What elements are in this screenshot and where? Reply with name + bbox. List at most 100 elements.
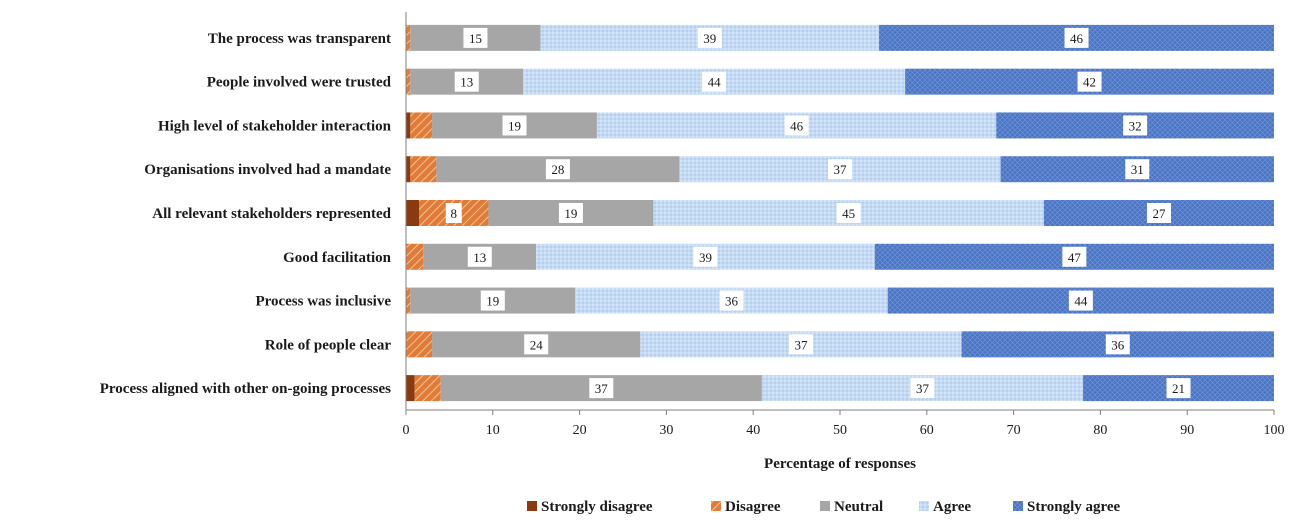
data-label-background bbox=[702, 71, 727, 92]
data-label-background bbox=[910, 378, 935, 399]
x-tick-label: 0 bbox=[403, 423, 410, 438]
data-label: 39 bbox=[699, 250, 712, 265]
bar-segment-strongly-disagree bbox=[406, 112, 411, 139]
data-label-background bbox=[480, 290, 505, 311]
bar-segment-disagree bbox=[406, 68, 411, 95]
category-label: Organisations involved had a mandate bbox=[144, 162, 391, 178]
legend-swatch bbox=[1013, 501, 1023, 511]
category-label: Process was inclusive bbox=[255, 294, 391, 310]
data-label: 19 bbox=[486, 294, 499, 309]
data-label: 15 bbox=[469, 31, 482, 46]
x-axis-title: Percentage of responses bbox=[764, 456, 916, 472]
data-label-background bbox=[558, 203, 583, 223]
data-label-background bbox=[1064, 27, 1089, 48]
data-label-background bbox=[524, 334, 549, 355]
x-tick-label: 90 bbox=[1180, 423, 1194, 438]
data-label: 36 bbox=[725, 294, 739, 309]
data-label-background bbox=[545, 159, 570, 180]
category-label: The process was transparent bbox=[208, 31, 391, 47]
data-label-background bbox=[784, 115, 809, 136]
data-label-background bbox=[454, 71, 479, 92]
category-label: People involved were trusted bbox=[207, 75, 392, 91]
data-label: 31 bbox=[1131, 162, 1144, 177]
x-tick-label: 20 bbox=[573, 423, 587, 438]
data-label-background bbox=[502, 115, 527, 136]
data-label: 45 bbox=[842, 206, 855, 221]
bar-segment-disagree bbox=[410, 156, 437, 183]
data-label-background bbox=[697, 27, 722, 48]
x-tick-label: 40 bbox=[746, 423, 760, 438]
x-tick-label: 50 bbox=[833, 423, 847, 438]
category-label: All relevant stakeholders represented bbox=[152, 206, 391, 222]
x-tick-label: 100 bbox=[1264, 423, 1285, 438]
data-label-background bbox=[1068, 290, 1093, 311]
data-label-background bbox=[1062, 246, 1087, 267]
data-label: 24 bbox=[530, 337, 544, 352]
legend-label: Strongly agree bbox=[1027, 499, 1121, 515]
legend-label: Neutral bbox=[834, 499, 883, 515]
category-label: Process aligned with other on-going proc… bbox=[100, 381, 391, 397]
data-label: 42 bbox=[1083, 75, 1096, 90]
data-label: 39 bbox=[703, 31, 716, 46]
axes: The process was transparent People involv… bbox=[100, 12, 1285, 438]
data-label-background bbox=[788, 334, 813, 355]
x-tick-label: 80 bbox=[1093, 423, 1107, 438]
data-label: 37 bbox=[595, 381, 609, 396]
x-tick-label: 60 bbox=[920, 423, 934, 438]
bar-segment-strongly-disagree bbox=[406, 156, 411, 183]
legend-swatch bbox=[711, 501, 721, 511]
bar-segment-strongly-disagree bbox=[406, 200, 420, 226]
category-label: Role of people clear bbox=[265, 337, 392, 353]
data-label-background bbox=[1123, 115, 1148, 136]
data-label-background bbox=[1105, 334, 1130, 355]
bar-segment-disagree bbox=[406, 331, 433, 358]
data-label: 21 bbox=[1172, 381, 1185, 396]
data-label-background bbox=[1077, 71, 1102, 92]
legend: Strongly disagree Disagree Neutral Agree Str… bbox=[527, 499, 1121, 515]
data-label: 47 bbox=[1068, 250, 1082, 265]
bar-segment-disagree bbox=[406, 24, 411, 51]
data-label-background bbox=[1166, 378, 1191, 399]
data-label-background bbox=[1146, 203, 1171, 223]
x-tick-label: 30 bbox=[659, 423, 673, 438]
data-label: 44 bbox=[1074, 294, 1088, 309]
legend-label: Strongly disagree bbox=[541, 499, 653, 515]
legend-label: Agree bbox=[933, 499, 971, 515]
data-label: 27 bbox=[1152, 206, 1166, 221]
data-label-background bbox=[445, 203, 462, 223]
data-label-background bbox=[589, 378, 614, 399]
data-label-background bbox=[467, 246, 492, 267]
data-label: 28 bbox=[551, 162, 564, 177]
data-label: 19 bbox=[508, 118, 521, 133]
data-label-background bbox=[1125, 159, 1150, 180]
category-label: High level of stakeholder interaction bbox=[158, 118, 392, 134]
data-label-background bbox=[828, 159, 852, 180]
data-label: 13 bbox=[473, 250, 486, 265]
data-label: 36 bbox=[1111, 337, 1125, 352]
data-label: 13 bbox=[460, 75, 473, 90]
x-tick-label: 10 bbox=[486, 423, 500, 438]
legend-swatch bbox=[527, 501, 537, 511]
data-label: 37 bbox=[834, 162, 848, 177]
legend-label: Disagree bbox=[725, 499, 781, 515]
data-label-background bbox=[836, 203, 861, 223]
data-label: 8 bbox=[450, 206, 457, 221]
bar-segment-disagree bbox=[406, 287, 411, 314]
bar-segment-strongly-disagree bbox=[406, 375, 415, 402]
data-label-background bbox=[693, 246, 718, 267]
data-label: 37 bbox=[794, 337, 808, 352]
data-label: 37 bbox=[916, 381, 930, 396]
data-label: 46 bbox=[790, 118, 804, 133]
plot-area: 15 39 46 13 44 42 19 46 32 28 37 31 8 19 45 27 13 39 47 19 3… bbox=[406, 24, 1274, 402]
data-label: 19 bbox=[564, 206, 577, 221]
legend-swatch bbox=[820, 501, 830, 511]
category-label: Good facilitation bbox=[283, 250, 392, 266]
data-label: 46 bbox=[1070, 31, 1084, 46]
data-label-background bbox=[463, 27, 488, 48]
legend-swatch bbox=[919, 501, 929, 511]
bar-segment-disagree bbox=[406, 243, 424, 270]
data-label-background bbox=[719, 290, 744, 311]
bar-segment-disagree bbox=[414, 375, 441, 402]
data-label: 32 bbox=[1129, 118, 1142, 133]
